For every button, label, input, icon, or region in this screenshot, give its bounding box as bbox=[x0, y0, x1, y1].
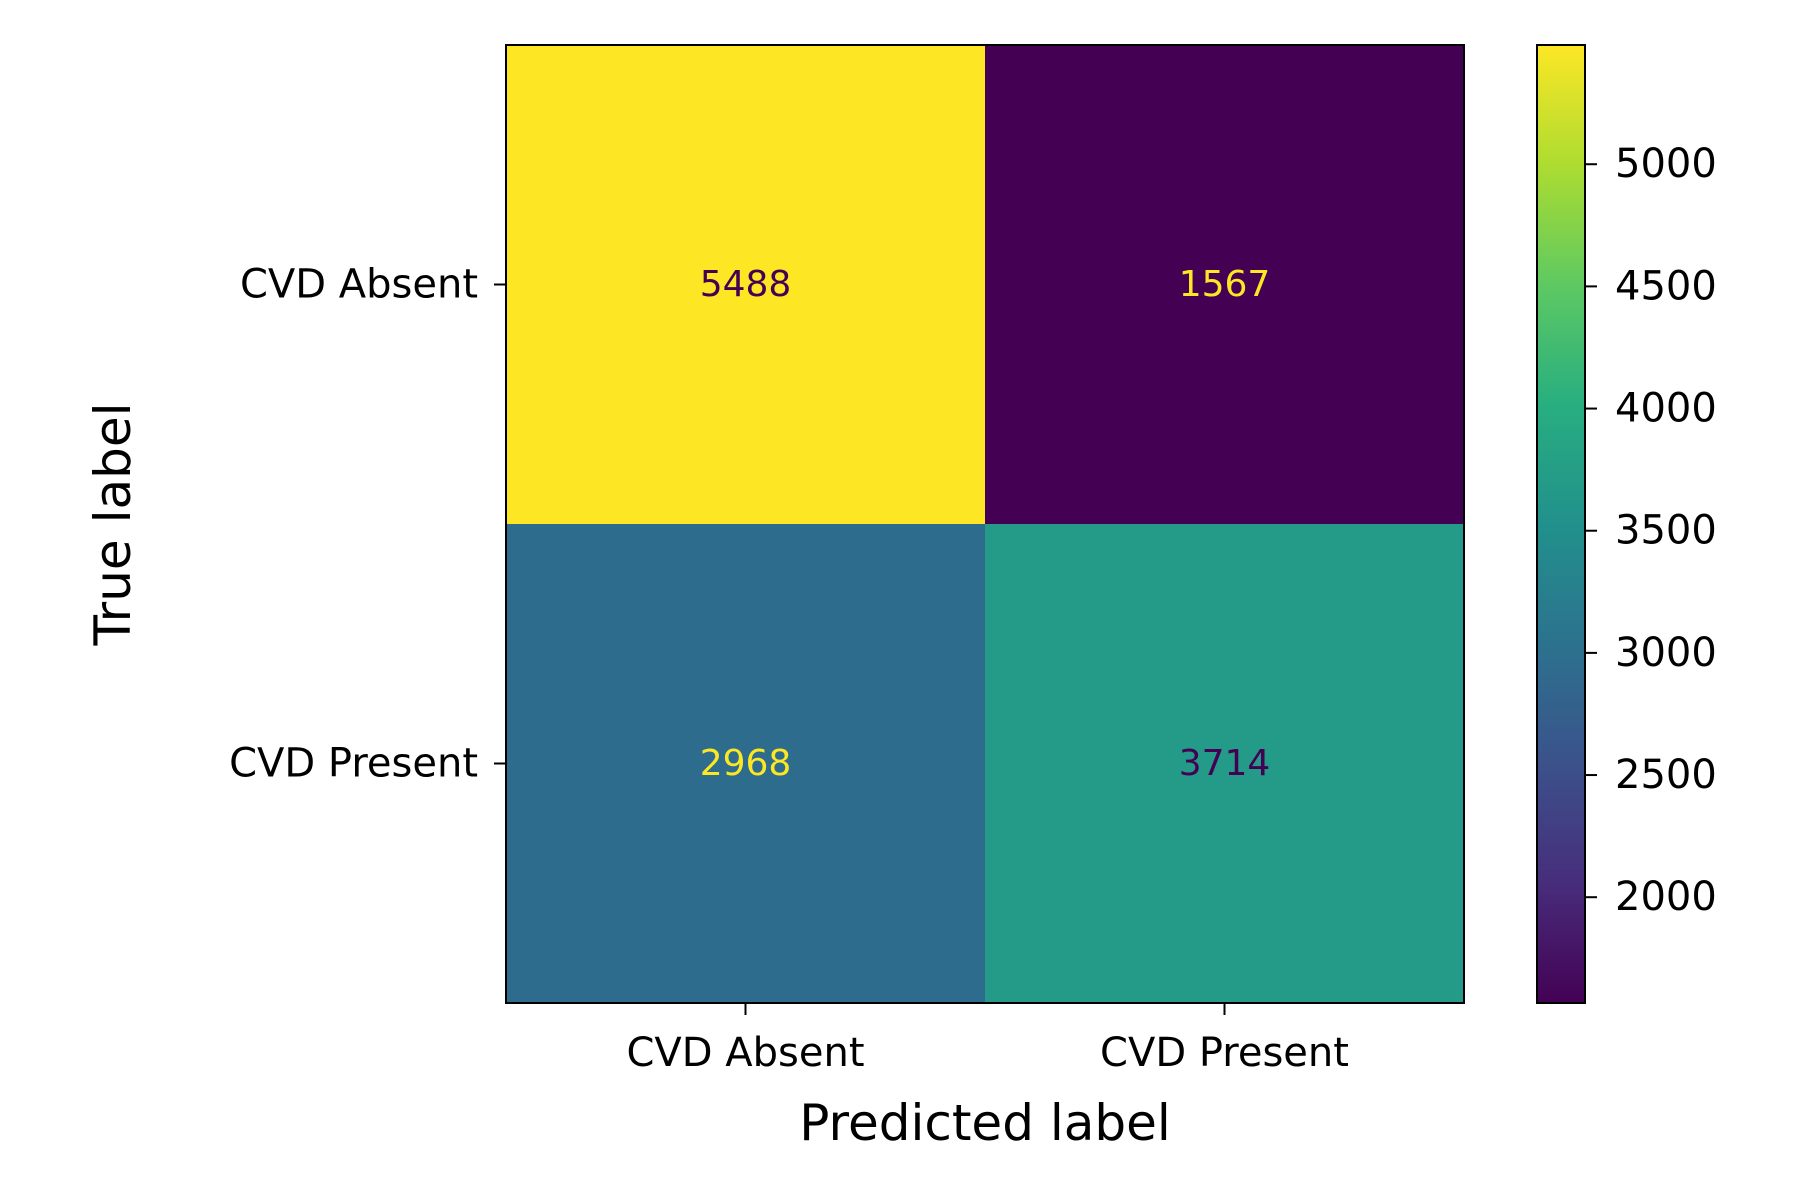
cell-value-label: 2968 bbox=[700, 743, 792, 784]
matrix-cell bbox=[985, 45, 1464, 524]
x-tick-label: CVD Absent bbox=[626, 1030, 864, 1076]
cell-value-label: 5488 bbox=[700, 264, 792, 305]
x-tick-label: CVD Present bbox=[1100, 1030, 1349, 1076]
colorbar-gradient bbox=[1537, 45, 1585, 1003]
y-axis-ticks: CVD Absent CVD Present bbox=[229, 262, 506, 787]
colorbar-border bbox=[1536, 44, 1586, 1004]
colorbar-tick-label: 2500 bbox=[1615, 752, 1717, 798]
matrix-cell bbox=[985, 524, 1464, 1003]
cell-value-label: 1567 bbox=[1179, 264, 1271, 305]
colorbar-tick-label: 3500 bbox=[1615, 508, 1717, 554]
matrix-cells: 5488 1567 2968 3714 bbox=[506, 45, 1464, 1003]
colorbar-tick-label: 4000 bbox=[1615, 386, 1717, 432]
x-axis-ticks: CVD Absent CVD Present bbox=[626, 1003, 1349, 1076]
cell-value-label: 3714 bbox=[1179, 743, 1271, 784]
y-tick-label: CVD Absent bbox=[240, 262, 478, 308]
matrix-cell bbox=[506, 524, 985, 1003]
y-tick-label: CVD Present bbox=[229, 741, 478, 787]
colorbar-tick-label: 3000 bbox=[1615, 630, 1717, 676]
y-axis-title: True label bbox=[84, 402, 142, 646]
matrix-border bbox=[505, 44, 1465, 1004]
matrix-cell bbox=[506, 45, 985, 524]
x-axis-title: Predicted label bbox=[799, 1094, 1171, 1152]
colorbar: 2000 2500 3000 3500 4000 4500 5000 bbox=[1536, 44, 1717, 1004]
colorbar-tick-label: 2000 bbox=[1615, 874, 1717, 920]
colorbar-tick-label: 5000 bbox=[1615, 141, 1717, 187]
colorbar-tick-label: 4500 bbox=[1615, 263, 1717, 309]
matrix-frame bbox=[505, 44, 1465, 1004]
